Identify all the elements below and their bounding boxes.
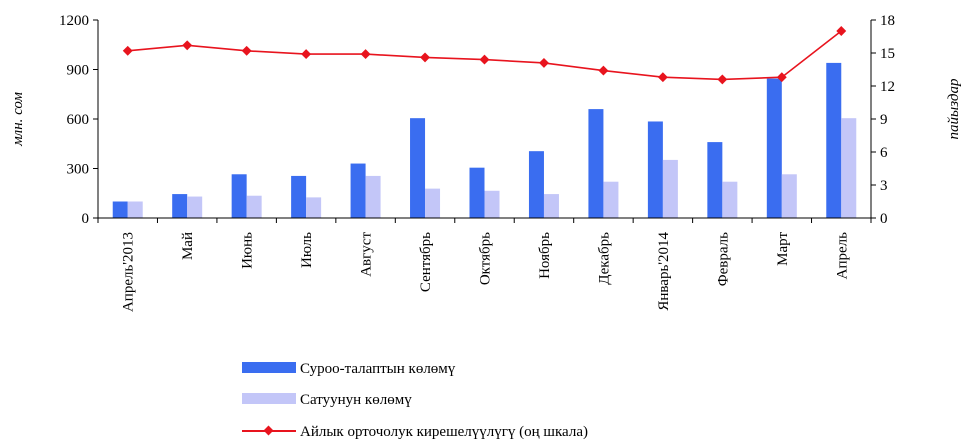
bar-demand	[112, 201, 128, 218]
yield-point	[657, 72, 668, 83]
x-tick-label: Февраль	[715, 232, 731, 286]
x-tick-label: Июль	[299, 232, 315, 268]
left-tick-label: 300	[67, 162, 90, 178]
left-y-ticks: 0 300 600 900 1200	[59, 13, 98, 227]
yield-point	[776, 72, 787, 83]
right-tick-label: 18	[880, 13, 895, 29]
yield-point	[836, 26, 847, 36]
bar-demand	[588, 109, 604, 218]
right-tick-label: 12	[880, 79, 895, 95]
x-tick-label: Май	[180, 232, 196, 260]
line-layer	[122, 26, 847, 85]
x-tick-label: Октябрь	[478, 232, 494, 285]
bar-demand	[469, 167, 485, 218]
left-tick-label: 1200	[59, 13, 89, 29]
bar-sales	[781, 174, 797, 218]
yield-point	[182, 40, 193, 51]
yield-point	[717, 74, 728, 85]
bar-demand	[826, 62, 842, 219]
right-y-ticks: 0 3 6 9 12 15 18	[871, 13, 895, 227]
bar-sales	[246, 195, 262, 218]
bar-demand	[231, 174, 247, 218]
x-tick-label: Сентябрь	[418, 232, 434, 292]
legend-item-demand: Суроо-талаптын көлөмү	[242, 361, 456, 377]
yield-point	[420, 52, 430, 63]
yield-point	[360, 49, 371, 60]
bar-demand	[766, 78, 782, 218]
legend-swatch-demand	[242, 362, 296, 373]
x-tick-label: Август	[359, 232, 375, 277]
legend: Суроо-талаптын көлөмү Сатуунун көлөмү Ай…	[242, 361, 588, 440]
bar-sales	[425, 188, 441, 218]
x-tick-label: Апрель'2013	[121, 232, 137, 312]
right-tick-label: 15	[880, 46, 895, 62]
bar-demand	[410, 118, 426, 218]
bar-sales	[306, 197, 322, 218]
x-tick-label: Июнь	[240, 232, 256, 269]
right-tick-label: 6	[880, 145, 888, 161]
bar-sales	[365, 175, 381, 218]
bar-sales	[722, 181, 738, 218]
yield-point	[241, 45, 252, 56]
x-tick-label: Март	[775, 232, 791, 266]
legend-label-sales: Сатуунун көлөмү	[300, 392, 412, 408]
left-tick-label: 0	[82, 211, 90, 227]
left-tick-label: 900	[67, 63, 90, 79]
bar-sales	[841, 118, 857, 218]
legend-label-demand: Суроо-талаптын көлөмү	[300, 361, 456, 377]
bar-demand	[647, 121, 663, 218]
legend-swatch-sales	[242, 393, 296, 404]
x-tick-label: Апрель	[834, 232, 850, 280]
bar-demand	[350, 163, 366, 218]
bar-sales	[662, 159, 678, 218]
right-tick-label: 0	[880, 211, 888, 227]
bar-sales	[484, 190, 500, 218]
bar-demand	[707, 142, 723, 218]
bars-layer	[112, 62, 857, 219]
yield-point	[598, 65, 609, 76]
right-tick-label: 3	[880, 178, 888, 194]
x-ticks: Апрель'2013 Май Июнь Июль Август Сентябрь Октя…	[97, 218, 872, 312]
left-axis-title: млн. сом	[10, 92, 26, 147]
legend-item-yield: Айлык орточолук кирешелүүлүгү (оң шкала)	[242, 424, 588, 440]
x-tick-label: Декабрь	[596, 232, 612, 285]
right-axis-title: пайыздар	[946, 78, 962, 139]
x-tick-label: Январь'2014	[656, 232, 672, 311]
bar-demand	[291, 175, 307, 218]
yield-point	[301, 49, 312, 60]
bar-sales	[543, 194, 559, 218]
legend-marker-yield	[263, 425, 274, 436]
yield-point	[479, 54, 490, 65]
yield-point	[122, 45, 133, 56]
bar-demand	[172, 194, 188, 218]
bar-sales	[127, 201, 143, 218]
left-tick-label: 600	[67, 112, 90, 128]
bar-sales	[187, 196, 203, 218]
yield-point	[539, 57, 549, 68]
x-tick-label: Ноябрь	[537, 232, 553, 279]
bar-sales	[603, 181, 619, 218]
bar-demand	[528, 151, 544, 218]
legend-item-sales: Сатуунун көлөмү	[242, 392, 412, 408]
right-tick-label: 9	[880, 112, 888, 128]
legend-label-yield: Айлык орточолук кирешелүүлүгү (оң шкала)	[300, 424, 588, 440]
